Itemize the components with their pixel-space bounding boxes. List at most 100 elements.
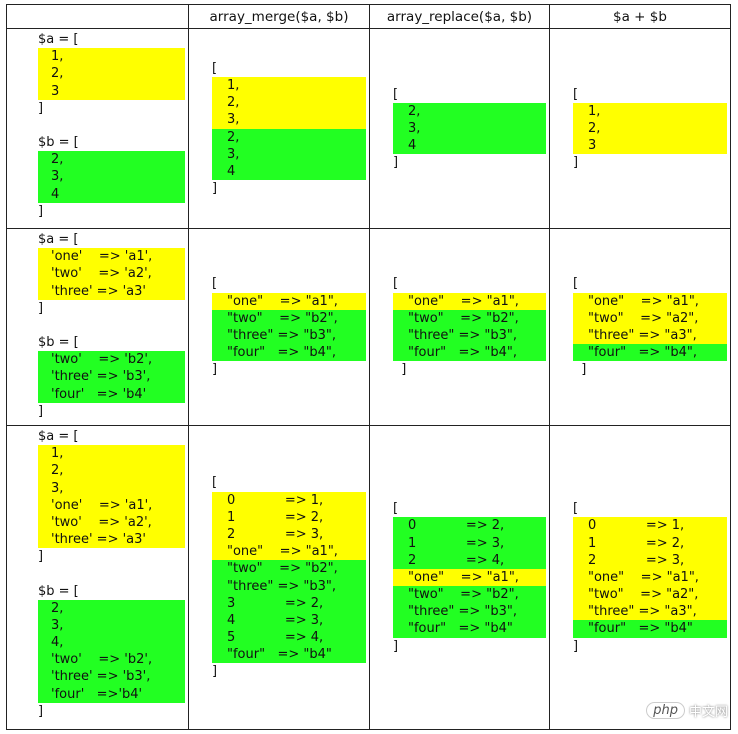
array-close: ]	[573, 155, 579, 171]
code-line: 2,	[51, 152, 64, 168]
array-open: [	[212, 475, 218, 491]
array-close: ]	[38, 403, 44, 419]
result-array: [0 => 1, 1 => 2, 2 => 3, "one" => "a1", "two…	[189, 426, 369, 729]
code-line: 3,	[51, 480, 64, 496]
array-open: $a = [	[38, 232, 79, 247]
highlight-block-a: 0 => 1, 1 => 2, 2 => 3, "one" => "a1",	[212, 491, 366, 561]
code-line: 'three' => 'b3',	[51, 669, 151, 685]
header-empty	[6, 4, 189, 29]
code-line: 2 => 3,	[588, 552, 685, 568]
php-logo: php	[646, 702, 685, 719]
spacer	[7, 566, 188, 583]
result-cell: [0 => 2, 1 => 3, 2 => 4, "one" => "a1", "two…	[369, 425, 550, 730]
result-cell: [0 => 1, 1 => 2, 2 => 3, "one" => "a1", "two…	[188, 425, 370, 730]
result-cell: ["one" => "a1", "two" => "b2", "three" => …	[188, 228, 370, 426]
code-line: 1,	[51, 446, 64, 462]
code-line: "one" => "a1",	[588, 569, 699, 585]
code-line: 'two' => 'b2',	[51, 352, 153, 368]
code-line: 1 => 2,	[588, 535, 685, 551]
code-line: "three" => "a3",	[588, 328, 697, 343]
code-line: 1,	[51, 49, 64, 65]
array-open: $b = [	[38, 134, 79, 150]
array-open: $b = [	[38, 334, 79, 350]
code-line: "three" => "a3",	[588, 604, 697, 620]
array-close: ]	[212, 181, 218, 197]
code-line: 3 => 2,	[227, 595, 324, 611]
spacer	[7, 117, 188, 134]
array-close: ]	[38, 703, 44, 719]
code-line: "four" => "b4"	[588, 621, 693, 637]
highlight-block-b: "two" => "b2", "three" => "b3", 3 => 2, 4 =…	[212, 560, 366, 664]
result-array: ["one" => "a1", "two" => "b2", "three" => …	[189, 229, 369, 425]
code-line: "one" => "a1",	[227, 293, 338, 309]
header-array-merge: array_merge($a, $b)	[188, 4, 370, 29]
highlight-block-b: "two" => "b2", "three" => "b3", "four" => …	[393, 309, 546, 362]
code-line: 3,	[227, 146, 240, 162]
code-line: 3,	[227, 112, 240, 128]
code-line: 'four' => 'b4'	[51, 386, 147, 402]
code-line: 'one' => 'a1',	[51, 497, 153, 513]
code-line: 'two' => 'b2',	[51, 652, 153, 668]
code-line: 3	[51, 83, 60, 99]
array-close: ]	[38, 549, 44, 565]
array-close: ]	[212, 664, 218, 680]
code-line: 2,	[227, 129, 240, 145]
code-line: 4	[227, 163, 236, 179]
code-line: 3,	[51, 617, 64, 633]
array-close: ]	[38, 100, 44, 116]
code-line: "three" => "b3",	[408, 328, 518, 343]
header-row: array_merge($a, $b) array_replace($a, $b…	[6, 4, 731, 29]
result-array: [0 => 2, 1 => 3, 2 => 4, "one" => "a1", "two…	[370, 426, 549, 729]
spacer	[7, 317, 188, 334]
highlight-block-b: 2, 3, 4	[38, 151, 185, 203]
code-line: "four" => "b4",	[227, 345, 337, 361]
code-line: 0 => 1,	[588, 518, 685, 534]
code-line: 2 => 4,	[408, 552, 505, 568]
highlight-block-b: "four" => "b4",	[573, 344, 727, 362]
code-line: "three" => "b3",	[227, 578, 337, 594]
highlight-block-b: "four" => "b4"	[573, 620, 727, 638]
code-line: 1,	[227, 77, 240, 93]
result-array: [1, 2, 3, 2, 3, 4]	[189, 29, 369, 228]
code-line: "four" => "b4"	[227, 647, 332, 663]
table-row: $a = [1, 2, 3] $b = [2, 3, 4][1, 2, 3, 2, 3, 4][2,…	[6, 27, 731, 230]
result-cell: [0 => 1, 1 => 2, 2 => 3, "one" => "a1", "two…	[549, 425, 731, 730]
source-cell: $a = [1, 2, 3] $b = [2, 3, 4]	[6, 27, 189, 230]
array-open: [	[393, 276, 399, 292]
array-open: [	[573, 501, 579, 517]
code-line: "one" => "a1",	[408, 293, 519, 309]
array-close: ]	[38, 203, 44, 219]
code-line: 'three' => 'a3'	[51, 532, 146, 548]
code-line: 4	[51, 186, 60, 202]
array-close: ]	[212, 362, 218, 378]
source-arrays: $a = [1, 2, 3,'one' => 'a1','two' => 'a2',…	[7, 424, 188, 731]
code-line: 'two' => 'a2',	[51, 514, 152, 530]
code-line: 2,	[51, 66, 64, 82]
comparison-table: array_merge($a, $b) array_replace($a, $b…	[6, 4, 731, 730]
array-open: [	[393, 86, 399, 102]
code-line: "three" => "b3",	[408, 604, 518, 620]
source-cell: $a = ['one' => 'a1','two' => 'a2','three…	[6, 228, 189, 426]
array-close: ]	[393, 155, 399, 171]
result-cell: [2, 3, 4]	[369, 28, 550, 229]
code-line: 4,	[51, 635, 64, 651]
code-line: 1 => 3,	[408, 535, 505, 551]
source-arrays: $a = [1, 2, 3] $b = [2, 3, 4]	[7, 27, 188, 230]
code-line: "one" => "a1",	[227, 544, 338, 560]
table-row: $a = ['one' => 'a1','two' => 'a2','three…	[6, 228, 731, 426]
highlight-block-a: "one" => "a1",	[393, 568, 546, 587]
highlight-block-b: "two" => "b2", "three" => "b3", "four" => …	[212, 309, 366, 362]
array-open: [	[573, 276, 579, 292]
highlight-block-b: 2, 3, 4,'two' => 'b2','three' => 'b3','fou…	[38, 599, 185, 703]
array-close: ]	[393, 362, 407, 378]
highlight-block-b: "two" => "b2", "three" => "b3", "four" => …	[393, 586, 546, 638]
highlight-block-a: "one" => "a1", "two" => "a2", "three" => "…	[573, 292, 727, 345]
table-row: $a = [1, 2, 3,'one' => 'a1','two' => 'a2',…	[6, 424, 731, 731]
code-line: 'one' => 'a1',	[51, 249, 153, 265]
result-array: [2, 3, 4]	[370, 29, 549, 228]
code-line: "one" => "a1",	[588, 293, 699, 309]
array-close: ]	[573, 638, 579, 654]
result-cell: [ "one" => "a1", "two" => "b2", "three" => …	[369, 228, 550, 426]
highlight-block-a: "one" => "a1",	[393, 292, 546, 310]
highlight-block-a: 0 => 1, 1 => 2, 2 => 3, "one" => "a1", "two"…	[573, 517, 727, 621]
